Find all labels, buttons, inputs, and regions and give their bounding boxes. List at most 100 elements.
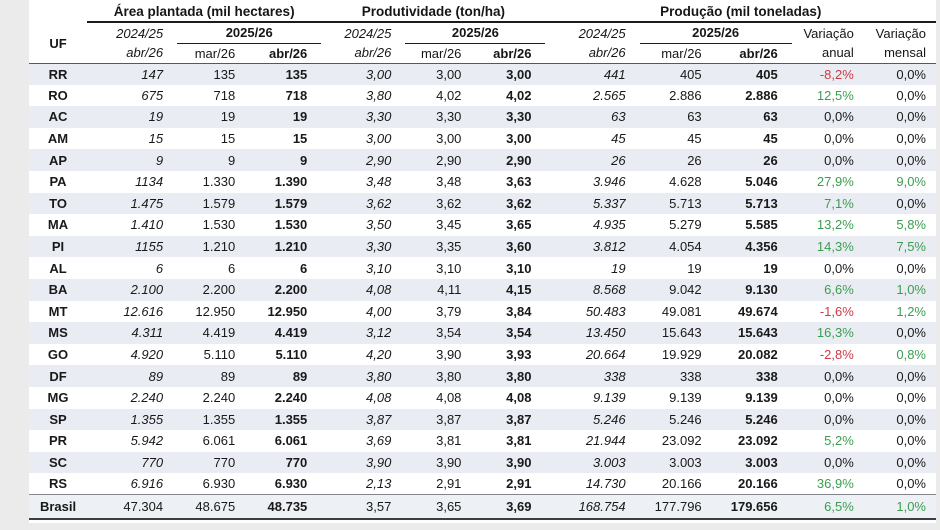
cell-yield-mar26: 3,87	[436, 411, 462, 427]
cell-variation-annual: 12,5%	[816, 87, 854, 103]
cell-production-mar26: 4.628	[669, 174, 702, 190]
cell-variation-annual: 0,0%	[824, 390, 854, 406]
cell-variation-monthly: 1,0%	[896, 282, 926, 298]
cell-area-2024-25: 5.942	[130, 433, 164, 449]
table-row: PA 1134 1.330 1.390 3,48 3,48 3,63 3.946 4.628 5.…	[29, 171, 936, 193]
cell-production-abr26: 19	[763, 260, 778, 276]
cell-uf: PI	[51, 239, 65, 255]
cell-yield-2024-25: 3,00	[366, 66, 392, 82]
cell-variation-annual: 7,1%	[824, 195, 854, 211]
cell-production-2024-25: 63	[611, 109, 626, 125]
table-row: AM 15 15 15 3,00 3,00 3,00 45 45 45 0,0% 0,0%	[29, 128, 936, 150]
cell-production-mar26: 19.929	[661, 347, 702, 363]
cell-variation-annual: 16,3%	[816, 325, 854, 341]
cell-area-mar26: 135	[213, 66, 236, 82]
cell-area-2024-25: 6	[155, 260, 164, 276]
cell-yield-abr26: 3,84	[506, 303, 532, 319]
variation-monthly-header-line2: mensal	[863, 43, 936, 64]
cell-yield-2024-25: 3,50	[366, 217, 392, 233]
table-header: Área plantada (mil hectares) Produtivida…	[29, 0, 936, 64]
cell-area-2024-25: 4.311	[131, 325, 164, 341]
cell-yield-mar26: 3,35	[436, 239, 462, 255]
variation-annual-header-line2: anual	[791, 43, 864, 64]
cell-area-2024-25: 12.616	[123, 303, 164, 319]
cell-yield-2024-25: 3,48	[366, 174, 392, 190]
cell-production-mar26: 5.279	[669, 217, 702, 233]
cell-area-mar26: 1.530	[202, 217, 236, 233]
cell-yield-abr26: 2,90	[506, 152, 532, 168]
cell-yield-abr26: 3,90	[506, 454, 532, 470]
cell-production-2024-25: 2.565	[593, 87, 626, 103]
cell-variation-annual: 14,3%	[816, 239, 854, 255]
cell-yield-mar26: 3,00	[436, 66, 462, 82]
cell-production-mar26: 5.246	[669, 411, 702, 427]
total-row: Brasil 47.304 48.675 48.735 3,57 3,65 3,69 168.…	[29, 494, 936, 519]
cell-area-mar26: 1.330	[202, 174, 236, 190]
table-row: BA 2.100 2.200 2.200 4,08 4,11 4,15 8.568 9.042 9…	[29, 278, 936, 301]
cell-area-2024-25: 1.355	[130, 411, 164, 427]
cell-yield-abr26: 3,63	[506, 174, 532, 190]
cell-yield-2024-25: 3,90	[366, 454, 392, 470]
cell-uf: AL	[49, 260, 67, 276]
cell-variation-monthly: 7,5%	[896, 239, 926, 255]
cell-area-mar26: 4.419	[202, 325, 236, 341]
cell-production-abr26: 3.003	[745, 454, 778, 470]
cell-uf: PR	[48, 433, 68, 449]
cell-uf: MG	[47, 390, 69, 406]
yield-season-current-header: 2025/26	[405, 22, 546, 44]
table-row: RR 147 135 135 3,00 3,00 3,00 441 405 405 -8,2% 0,0…	[29, 63, 936, 85]
cell-production-abr26: 338	[756, 368, 778, 384]
cell-yield-mar26: 3,54	[436, 325, 462, 341]
cell-yield-abr26: 3,00	[506, 66, 532, 82]
cell-yield-abr26: 4,02	[506, 87, 532, 103]
cell-variation-monthly: 0,0%	[896, 260, 926, 276]
cell-yield-abr26: 3,60	[506, 239, 532, 255]
cell-area-2024-25: 89	[148, 368, 164, 384]
cell-uf: AM	[47, 131, 69, 147]
cell-production-mar26: 19	[687, 260, 702, 276]
cell-variation-annual: 13,2%	[816, 217, 854, 233]
cell-uf: SP	[49, 411, 67, 427]
cell-area-abr26: 770	[285, 454, 308, 470]
cell-area-mar26: 718	[213, 87, 236, 103]
cell-variation-monthly: 0,8%	[896, 347, 926, 363]
cell-area-abr26: 2.200	[274, 282, 308, 298]
cell-variation-annual: -1,6%	[819, 303, 854, 319]
cell-variation-annual: 0,0%	[824, 454, 854, 470]
cell-variation-monthly: 0,0%	[896, 433, 926, 449]
table-row: MG 2.240 2.240 2.240 4,08 4,08 4,08 9.139 9.139 9…	[29, 387, 936, 409]
cell-area-abr26: 1.210	[274, 239, 308, 255]
yield-mar-header: mar/26	[405, 43, 476, 64]
table-row: RO 675 718 718 3,80 4,02 4,02 2.565 2.886 2.886 12…	[29, 85, 936, 107]
cell-yield-abr26: 3,81	[506, 433, 532, 449]
cell-area-abr26: 1.530	[274, 217, 308, 233]
cell-yield-mar26: 3,00	[436, 131, 462, 147]
table-row: PR 5.942 6.061 6.061 3,69 3,81 3,81 21.944 23.09…	[29, 430, 936, 452]
cell-area-abr26: 4.419	[274, 325, 308, 341]
cell-production-mar26: 9.042	[669, 282, 702, 298]
cell-production-abr26: 9.139	[745, 390, 778, 406]
table-row: GO 4.920 5.110 5.110 4,20 3,90 3,93 20.664 19.92…	[29, 344, 936, 366]
cell-area-mar26: 12.950	[195, 303, 236, 319]
cell-area-2024-25: 6.916	[130, 476, 164, 492]
cell-uf: GO	[47, 347, 69, 363]
cell-area-abr26: 5.110	[275, 347, 308, 363]
yield-prev-month-header: abr/26	[321, 43, 406, 64]
cell-area-abr26: 135	[285, 66, 308, 82]
cell-area-mar26: 6	[227, 260, 236, 276]
cell-area-2024-25: 2.100	[130, 282, 164, 298]
cell-production-2024-25: 9.139	[593, 390, 626, 406]
cell-uf: MT	[48, 303, 68, 319]
cell-variation-monthly: 0,0%	[896, 411, 926, 427]
cell-uf: AC	[48, 109, 68, 125]
cell-area-abr26: 1.355	[274, 411, 308, 427]
cell-yield-abr26: 2,91	[506, 476, 532, 492]
cell-production-abr26: 49.674	[737, 303, 778, 319]
cell-yield-abr26: 3,93	[506, 347, 532, 363]
cell-production-2024-25: 3.003	[593, 454, 626, 470]
cell-yield-2024-25: 4,00	[366, 303, 392, 319]
production-abr-header: abr/26	[715, 43, 792, 64]
cell-area-abr26: 9	[300, 152, 308, 168]
cell-production-abr26: 15.643	[737, 325, 778, 341]
